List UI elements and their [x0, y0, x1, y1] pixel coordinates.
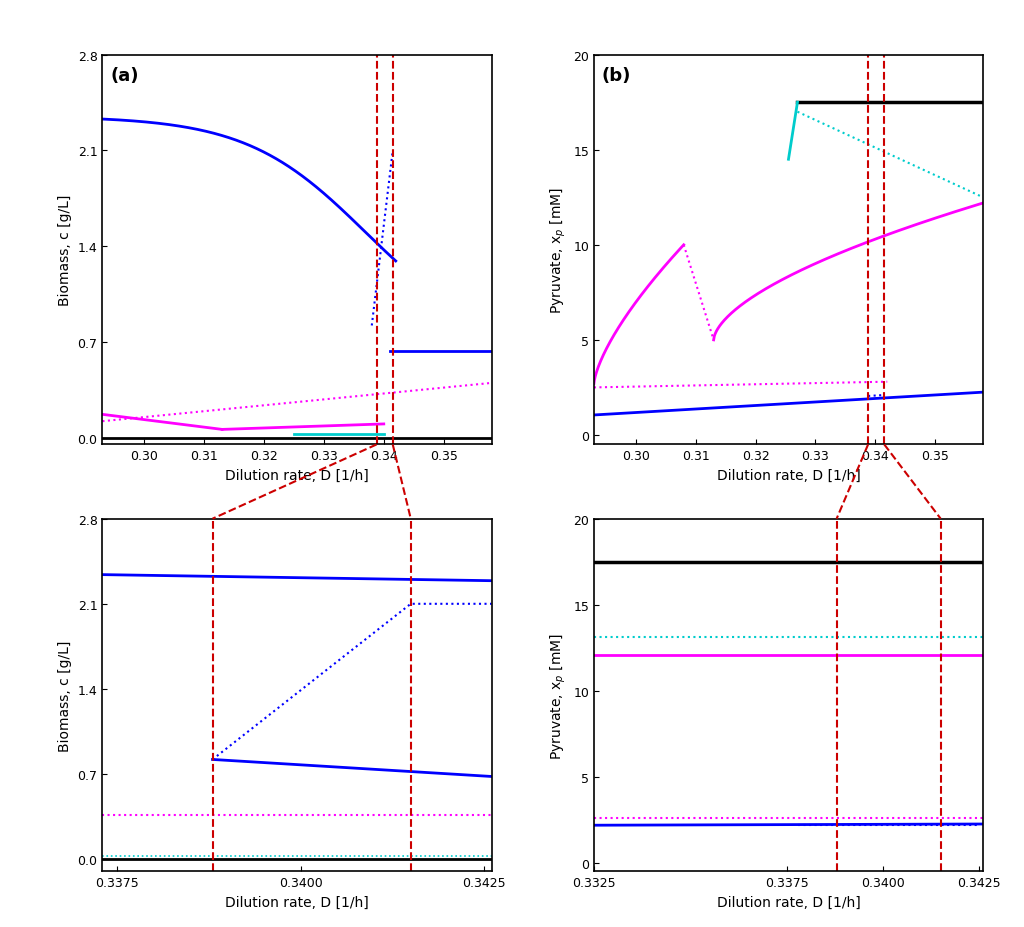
X-axis label: Dilution rate, D [1/h]: Dilution rate, D [1/h] — [225, 468, 369, 482]
Y-axis label: Biomass, c [g/L]: Biomass, c [g/L] — [58, 640, 72, 751]
Y-axis label: Biomass, c [g/L]: Biomass, c [g/L] — [58, 195, 72, 306]
Y-axis label: Pyruvate, x$_p$ [mM]: Pyruvate, x$_p$ [mM] — [548, 632, 567, 758]
X-axis label: Dilution rate, D [1/h]: Dilution rate, D [1/h] — [717, 468, 860, 482]
X-axis label: Dilution rate, D [1/h]: Dilution rate, D [1/h] — [225, 895, 369, 908]
Y-axis label: Pyruvate, x$_p$ [mM]: Pyruvate, x$_p$ [mM] — [548, 187, 567, 313]
Text: (a): (a) — [111, 68, 138, 85]
X-axis label: Dilution rate, D [1/h]: Dilution rate, D [1/h] — [717, 895, 860, 908]
Text: (b): (b) — [602, 68, 631, 85]
